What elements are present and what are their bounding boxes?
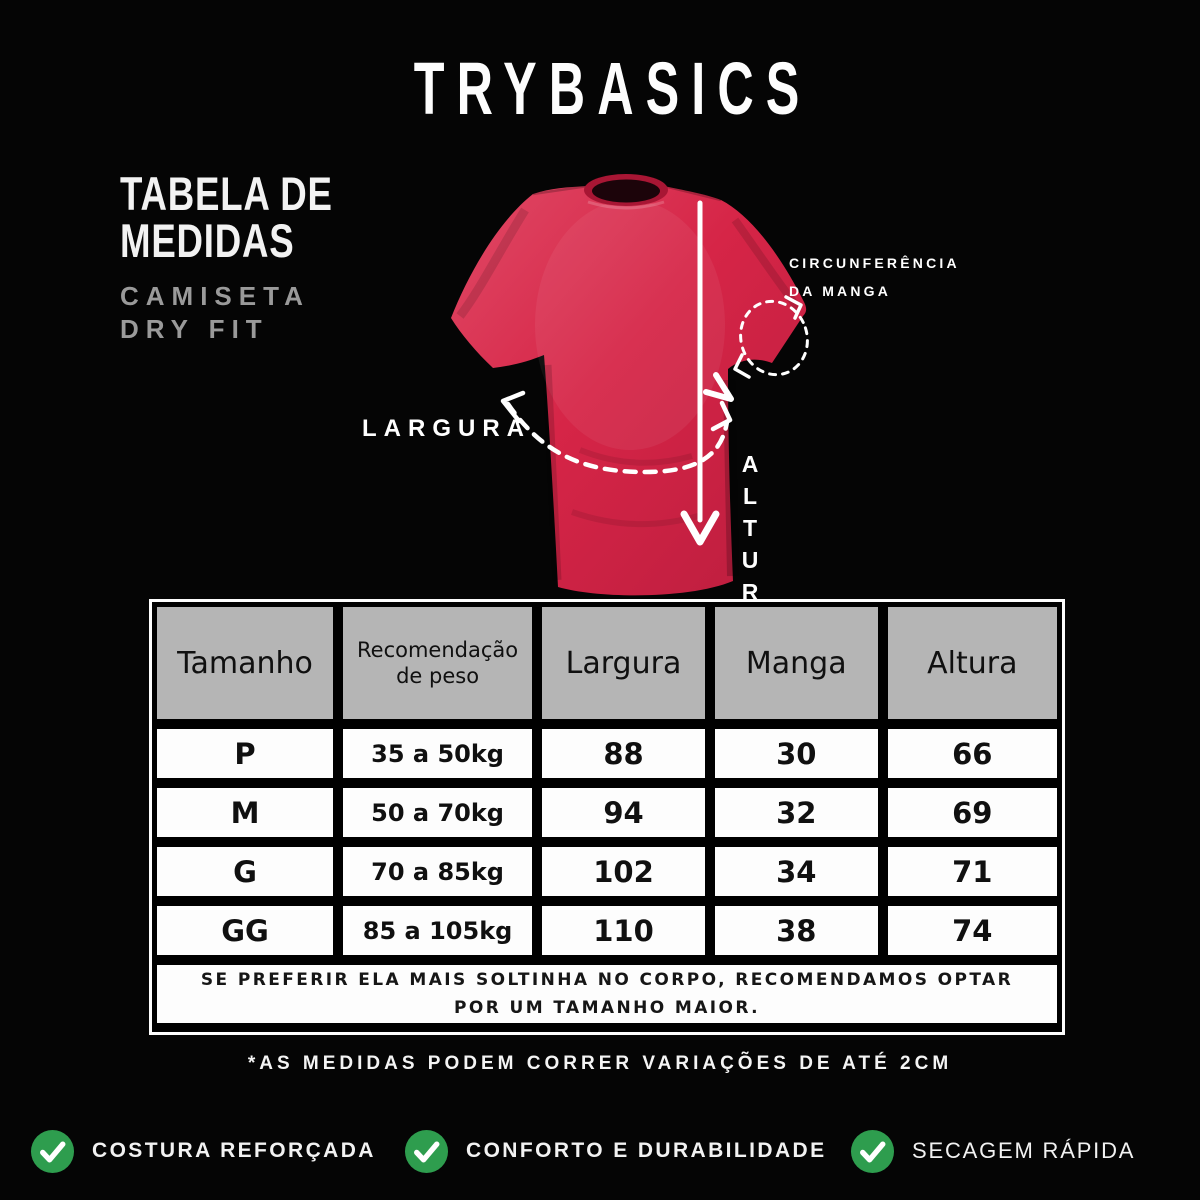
feature-secagem-rapida: SECAGEM RÁPIDA xyxy=(850,1126,1135,1176)
brand-logo: TRYBASICS xyxy=(413,47,812,130)
table-cell-largura: 94 xyxy=(542,788,705,837)
table-cell-size: GG xyxy=(157,906,334,955)
feature-costura-reforcada: COSTURA REFORÇADA xyxy=(30,1126,376,1176)
table-cell-size: M xyxy=(157,788,334,837)
table-cell-altura: 66 xyxy=(887,729,1057,778)
table-cell-size: G xyxy=(157,847,334,896)
table-note-line2: POR UM TAMANHO MAIOR. xyxy=(453,998,760,1018)
table-cell-weight: 35 a 50kg xyxy=(343,729,533,778)
page-title-line2: MEDIDAS xyxy=(120,214,295,267)
check-icon xyxy=(850,1129,895,1173)
tshirt-collar xyxy=(584,174,668,210)
col-header-largura: Largura xyxy=(542,607,705,719)
product-subtitle-line1: CAMISETA xyxy=(120,281,310,311)
manga-label-line1: CIRCUNFERÊNCIA xyxy=(789,255,960,271)
page-title-block: TABELA DE MEDIDAS CAMISETA DRY FIT xyxy=(120,170,393,345)
product-subtitle: CAMISETA DRY FIT xyxy=(120,280,393,345)
table-cell-largura: 88 xyxy=(542,729,705,778)
tshirt-body xyxy=(451,180,807,596)
table-cell-size: P xyxy=(157,729,334,778)
size-table-grid: Tamanho Recomendação de peso Largura Man… xyxy=(152,602,1062,1032)
table-cell-weight: 50 a 70kg xyxy=(343,788,533,837)
brand-header: TRYBASICS xyxy=(0,46,1200,131)
manga-label: CIRCUNFERÊNCIA DA MANGA xyxy=(789,249,960,305)
measurement-disclaimer: *AS MEDIDAS PODEM CORRER VARIAÇÕES DE AT… xyxy=(247,1053,953,1074)
check-icon xyxy=(404,1129,449,1173)
table-cell-altura: 71 xyxy=(887,847,1057,896)
col-header-tamanho: Tamanho xyxy=(157,607,334,719)
page-title-line1: TABELA DE xyxy=(120,167,333,220)
tshirt-image xyxy=(430,150,890,610)
table-cell-altura: 69 xyxy=(887,788,1057,837)
feature-label: CONFORTO E DURABILIDADE xyxy=(466,1139,827,1162)
col-header-peso: Recomendação de peso xyxy=(343,607,533,719)
feature-label: COSTURA REFORÇADA xyxy=(92,1139,376,1162)
tshirt-illustration xyxy=(451,174,807,596)
table-cell-manga: 38 xyxy=(714,906,878,955)
feature-conforto-durabilidade: CONFORTO E DURABILIDADE xyxy=(404,1126,826,1176)
table-cell-manga: 32 xyxy=(714,788,878,837)
table-note-line1: SE PREFERIR ELA MAIS SOLTINHA NO CORPO, … xyxy=(200,969,1014,990)
table-cell-altura: 74 xyxy=(887,906,1057,955)
table-cell-largura: 102 xyxy=(542,847,705,896)
manga-label-line2: DA MANGA xyxy=(789,283,892,299)
feature-label: SECAGEM RÁPIDA xyxy=(912,1138,1136,1163)
check-icon xyxy=(30,1129,75,1173)
table-cell-manga: 34 xyxy=(714,847,878,896)
table-cell-manga: 30 xyxy=(714,729,878,778)
largura-label: LARGURA xyxy=(362,415,531,442)
size-table: Tamanho Recomendação de peso Largura Man… xyxy=(149,599,1065,1035)
table-cell-weight: 70 a 85kg xyxy=(343,847,533,896)
product-subtitle-line2: DRY FIT xyxy=(120,313,269,344)
table-cell-weight: 85 a 105kg xyxy=(343,906,533,955)
col-header-altura: Altura xyxy=(887,607,1057,719)
table-cell-largura: 110 xyxy=(542,906,705,955)
table-note: SE PREFERIR ELA MAIS SOLTINHA NO CORPO, … xyxy=(157,965,1057,1023)
col-header-manga: Manga xyxy=(714,607,878,719)
